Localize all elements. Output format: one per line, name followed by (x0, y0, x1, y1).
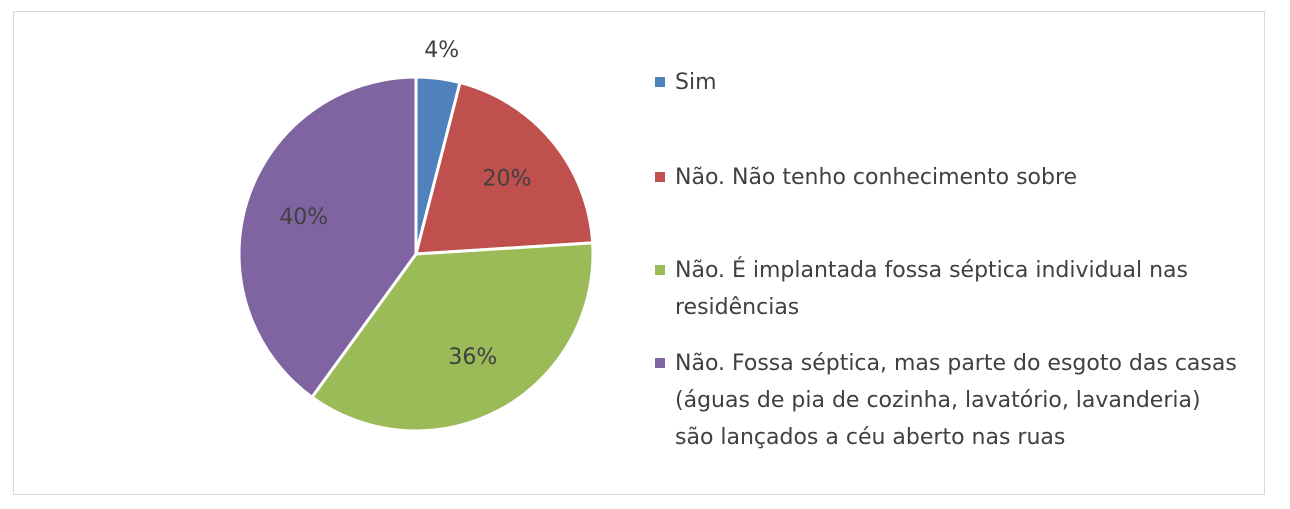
legend-label: Não. Não tenho conhecimento sobre (675, 165, 1078, 190)
chart-area (13, 11, 1265, 495)
pie-slices (237, 75, 595, 433)
data-label: 20% (482, 166, 531, 191)
legend-label: Não. É implantada fossa séptica individu… (675, 258, 1189, 320)
data-label: 36% (448, 345, 497, 370)
pie-slice (414, 81, 595, 256)
legend-swatch (655, 172, 665, 182)
legend-label: Sim (675, 70, 717, 95)
legend-swatch (655, 358, 665, 368)
legend-label: Não. Fossa séptica, mas parte do esgoto … (675, 351, 1237, 450)
data-labels: 4% 20% 36% 40% (279, 38, 531, 370)
pie-slice (237, 75, 418, 399)
legend-swatch (655, 77, 665, 87)
data-label: 40% (279, 205, 328, 230)
data-label: 4% (424, 38, 459, 63)
legend-swatch (655, 265, 665, 275)
pie-slice (310, 241, 595, 433)
